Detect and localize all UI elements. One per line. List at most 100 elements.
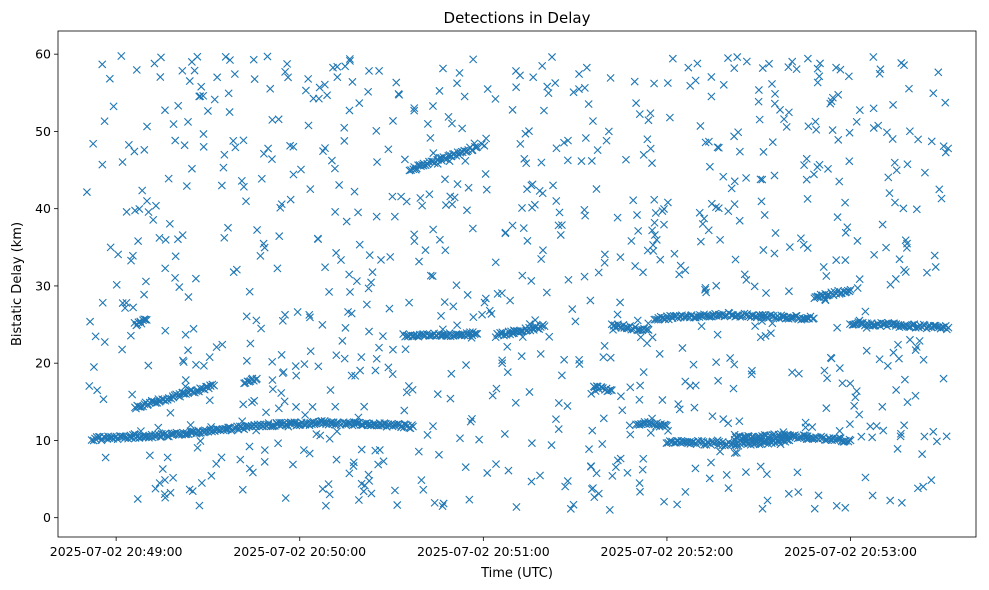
data-point — [869, 104, 878, 113]
data-point — [724, 207, 733, 216]
data-point — [188, 487, 197, 496]
data-point — [470, 139, 479, 148]
data-point — [633, 210, 642, 219]
data-point — [118, 299, 127, 308]
data-point — [599, 414, 608, 423]
data-point — [131, 206, 140, 215]
data-point — [930, 251, 939, 260]
data-point — [636, 381, 645, 390]
data-point — [410, 237, 419, 246]
data-point — [592, 185, 601, 194]
data-point — [245, 287, 254, 296]
data-point — [566, 504, 575, 513]
data-point — [897, 59, 906, 68]
data-point — [477, 140, 486, 149]
data-point — [927, 476, 936, 485]
data-point — [423, 430, 432, 439]
data-point — [326, 386, 335, 395]
data-point — [816, 59, 825, 68]
data-point — [826, 99, 835, 108]
data-point — [751, 322, 760, 331]
data-point — [719, 172, 728, 181]
data-point — [658, 396, 667, 405]
data-point — [820, 366, 829, 375]
data-point — [937, 194, 946, 203]
data-point — [726, 353, 735, 362]
data-point — [696, 237, 705, 246]
data-point — [552, 144, 561, 153]
data-point — [582, 63, 591, 72]
data-point — [268, 421, 277, 430]
data-point — [560, 355, 569, 364]
data-point — [604, 127, 613, 136]
data-point — [634, 226, 643, 235]
data-point — [758, 317, 766, 326]
data-point — [639, 150, 648, 159]
data-point — [414, 447, 423, 456]
data-point — [158, 465, 167, 474]
data-point — [556, 230, 565, 239]
data-point — [927, 137, 936, 146]
data-point — [163, 453, 172, 462]
data-point — [281, 310, 290, 319]
data-point — [388, 345, 397, 354]
data-point — [142, 197, 151, 205]
data-point — [117, 51, 126, 60]
data-point — [563, 477, 572, 486]
data-point — [762, 289, 771, 298]
data-point — [347, 371, 356, 380]
data-point — [788, 57, 797, 66]
data-point — [888, 135, 897, 144]
data-point — [468, 224, 477, 233]
data-point — [822, 404, 831, 413]
data-point — [160, 476, 169, 484]
data-point — [373, 158, 382, 167]
data-point — [730, 200, 739, 209]
data-point — [448, 200, 457, 209]
data-point — [630, 77, 639, 86]
data-point — [118, 345, 127, 354]
data-point — [268, 115, 277, 124]
data-point — [913, 484, 922, 493]
data-point — [127, 256, 136, 265]
data-point — [929, 89, 938, 98]
data-point — [754, 97, 763, 106]
data-point — [771, 228, 780, 237]
data-point — [704, 226, 713, 235]
data-point — [375, 66, 384, 75]
data-point — [835, 364, 844, 373]
data-point — [598, 439, 607, 448]
data-point — [944, 323, 953, 332]
data-point — [897, 498, 906, 507]
data-point — [760, 211, 769, 220]
data-point — [845, 128, 854, 137]
data-point — [151, 201, 160, 210]
data-point — [308, 402, 317, 411]
data-point — [563, 156, 572, 165]
data-point — [632, 99, 641, 108]
data-point — [321, 263, 330, 272]
data-point — [331, 207, 340, 216]
data-point — [934, 68, 943, 77]
data-point — [811, 117, 820, 126]
data-point — [643, 246, 652, 255]
data-point — [735, 147, 744, 156]
data-point — [742, 57, 751, 66]
data-point — [673, 500, 682, 509]
data-point — [538, 61, 547, 70]
data-point — [186, 421, 195, 430]
data-point — [670, 249, 679, 258]
data-point — [144, 361, 153, 370]
data-point — [512, 503, 521, 511]
data-point — [149, 215, 158, 224]
data-point — [537, 158, 546, 167]
data-point — [98, 160, 107, 169]
data-point — [368, 268, 377, 277]
data-point — [98, 298, 107, 307]
data-point — [918, 450, 927, 459]
data-point — [841, 198, 850, 207]
data-point — [635, 110, 644, 119]
data-point — [892, 166, 901, 175]
data-point — [501, 229, 510, 238]
data-point — [529, 73, 538, 82]
